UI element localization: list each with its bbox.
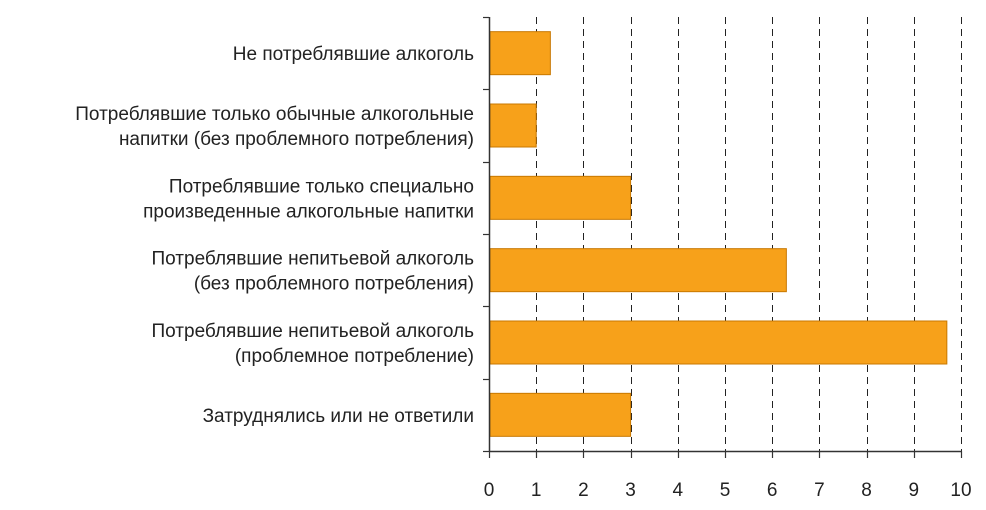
category-label-4-line-1: (проблемное потребление) [235,346,474,367]
category-label-2-line-0: Потреблявшие только специально [169,176,474,197]
bar-5 [489,392,632,437]
bars [489,31,948,437]
x-tick-label-0: 0 [484,480,495,501]
category-label-5-line-0: Затруднялись или не ответили [203,406,474,427]
category-label-1-line-1: напитки (без проблемного потребления) [119,129,474,150]
bar-1 [489,103,537,148]
tick-labels: 0 1 2 3 4 5 6 7 8 9 10 [484,480,972,501]
category-label-0-line-0: Не потреблявшие алкоголь [233,44,474,65]
x-tick-label-10: 10 [950,480,971,501]
x-tick-label-9: 9 [909,480,920,501]
x-tick-label-6: 6 [767,480,778,501]
x-tick-label-1: 1 [531,480,542,501]
x-tick-label-2: 2 [578,480,589,501]
axes [483,16,963,458]
x-tick-label-3: 3 [625,480,636,501]
bar-0 [489,31,551,76]
category-label-3-line-0: Потреблявшие непитьевой алкоголь [152,249,475,270]
category-label-2-line-1: произведенные алкогольные напитки [143,201,474,222]
bar-3 [489,248,787,293]
category-label-3-line-1: (без проблемного потребления) [194,274,474,295]
category-label-1-line-0: Потреблявшие только обычные алкогольные [75,104,474,125]
category-label-4-line-0: Потреблявшие непитьевой алкоголь [152,321,475,342]
bar-4 [489,320,948,365]
bar-2 [489,175,632,220]
x-tick-label-5: 5 [720,480,731,501]
grid-lines [536,17,962,451]
x-tick-label-7: 7 [814,480,825,501]
category-labels: Не потреблявшие алкоголь Потреблявшие тол… [75,44,474,427]
x-tick-label-4: 4 [673,480,684,501]
x-tick-label-8: 8 [861,480,872,501]
